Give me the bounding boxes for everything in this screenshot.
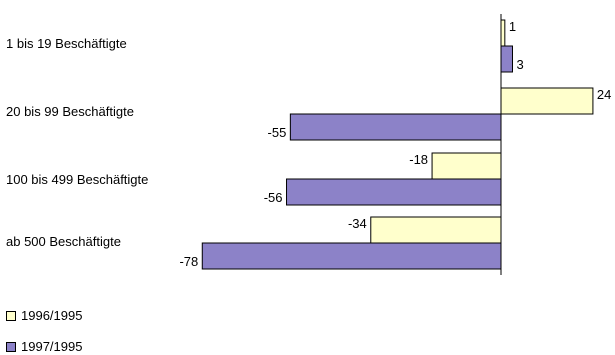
bar-value-label: 24 — [597, 87, 611, 102]
category-label: 20 bis 99 Beschäftigte — [6, 104, 134, 119]
bar — [201, 242, 502, 270]
legend-label-1997: 1997/1995 — [21, 339, 83, 354]
category-label: 100 bis 499 Beschäftigte — [6, 172, 148, 187]
bar — [500, 87, 594, 115]
category-label: ab 500 Beschäftigte — [6, 234, 121, 249]
value-labels: 1 24 -18 -34 3 -55 -56 -78 — [179, 19, 611, 269]
bar-value-label: -34 — [348, 216, 367, 231]
legend-swatch-1996 — [6, 310, 16, 321]
bar-value-label: -78 — [179, 254, 198, 269]
bars — [201, 19, 594, 270]
bar — [289, 113, 502, 141]
bar-value-label: -56 — [264, 190, 283, 205]
bar — [286, 178, 502, 206]
category-label: 1 bis 19 Beschäftigte — [6, 36, 127, 51]
legend-item-1996: 1996/1995 — [6, 308, 82, 323]
bar-value-label: 1 — [509, 19, 516, 34]
bar — [500, 45, 513, 73]
legend-item-1997: 1997/1995 — [6, 339, 82, 354]
legend-label-1996: 1996/1995 — [21, 308, 83, 323]
legend-swatch-1997 — [6, 341, 16, 352]
bar — [370, 216, 502, 244]
category-labels: 1 bis 19 Beschäftigte 20 bis 99 Beschäfti… — [6, 36, 148, 249]
bar-value-label: -55 — [268, 125, 287, 140]
bar — [500, 19, 506, 47]
bar — [431, 152, 502, 180]
bar-value-label: 3 — [516, 57, 523, 72]
bar-value-label: -18 — [409, 152, 428, 167]
